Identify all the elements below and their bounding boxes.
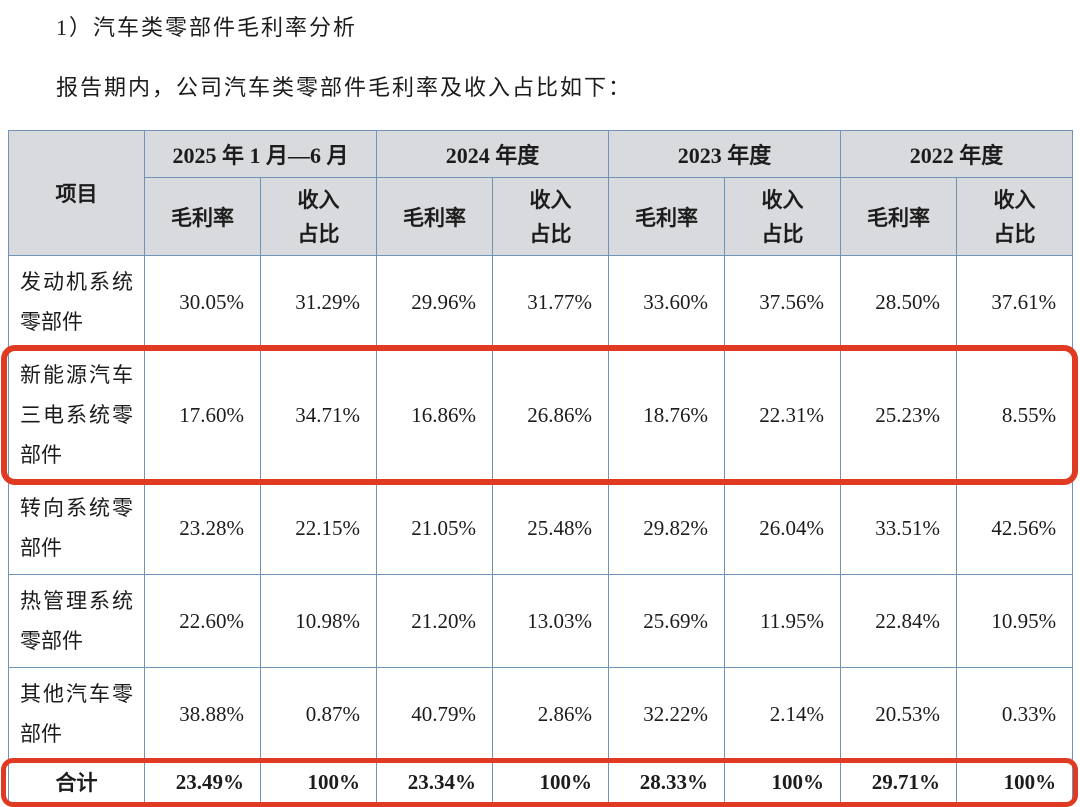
table-body: 发动机系统零部件 30.05% 31.29% 29.96% 31.77% 33.60% 37…: [8, 255, 1074, 804]
total-value-cell: 100%: [956, 760, 1074, 804]
table-header: 项目 2025 年 1 月—6 月 2024 年度 2023 年度 2022 年度 毛利率…: [8, 130, 1074, 256]
document-page: 1）汽车类零部件毛利率分析 报告期内，公司汽车类零部件毛利率及收入占比如下： 项…: [1, 15, 1078, 807]
value-cell: 11.95%: [724, 574, 842, 668]
value-cell: 30.05%: [144, 255, 261, 349]
value-cell: 2.14%: [724, 667, 842, 761]
value-cell: 26.04%: [724, 481, 842, 575]
value-cell: 10.98%: [259, 574, 378, 668]
value-cell: 13.03%: [492, 574, 610, 668]
period-header: 2023 年度: [608, 130, 842, 178]
value-cell: 22.60%: [144, 574, 261, 668]
value-cell: 21.05%: [376, 481, 494, 575]
value-cell: 2.86%: [492, 667, 610, 761]
row-label: 新能源汽车三电系统零部件: [8, 348, 145, 482]
total-value-cell: 23.49%: [144, 760, 261, 804]
total-value-cell: 100%: [259, 760, 378, 804]
revenue-share-header: 收入 占比: [724, 177, 842, 256]
row-label: 转向系统零部件: [8, 481, 145, 575]
table-row: 热管理系统零部件 22.60% 10.98% 21.20% 13.03% 25.69% 11…: [8, 574, 1074, 668]
section-title: 1）汽车类零部件毛利率分析: [56, 15, 358, 40]
period-header: 2022 年度: [840, 130, 1074, 178]
value-cell: 25.23%: [840, 348, 958, 482]
value-cell: 22.15%: [259, 481, 378, 575]
total-value-cell: 29.71%: [840, 760, 958, 804]
gross-margin-table: 项目 2025 年 1 月—6 月 2024 年度 2023 年度 2022 年度 毛利率…: [8, 130, 1074, 804]
value-cell: 29.96%: [376, 255, 494, 349]
value-cell: 18.76%: [608, 348, 726, 482]
value-cell: 38.88%: [144, 667, 261, 761]
value-cell: 16.86%: [376, 348, 494, 482]
value-cell: 17.60%: [144, 348, 261, 482]
revenue-share-header: 收入 占比: [259, 177, 378, 256]
intro-text: 报告期内，公司汽车类零部件毛利率及收入占比如下：: [56, 75, 633, 100]
value-cell: 37.61%: [956, 255, 1074, 349]
value-cell: 25.69%: [608, 574, 726, 668]
table-row: 发动机系统零部件 30.05% 31.29% 29.96% 31.77% 33.60% 37…: [8, 255, 1074, 349]
margin-header: 毛利率: [144, 177, 261, 256]
value-cell: 8.55%: [956, 348, 1074, 482]
value-cell: 34.71%: [259, 348, 378, 482]
margin-header: 毛利率: [840, 177, 958, 256]
value-cell: 40.79%: [376, 667, 494, 761]
value-cell: 23.28%: [144, 481, 261, 575]
value-cell: 33.60%: [608, 255, 726, 349]
value-cell: 21.20%: [376, 574, 494, 668]
value-cell: 28.50%: [840, 255, 958, 349]
total-value-cell: 100%: [724, 760, 842, 804]
value-cell: 0.33%: [956, 667, 1074, 761]
revenue-share-header: 收入 占比: [956, 177, 1074, 256]
value-cell: 32.22%: [608, 667, 726, 761]
row-label: 热管理系统零部件: [8, 574, 145, 668]
row-label: 发动机系统零部件: [8, 255, 145, 349]
table-row: 其他汽车零部件 38.88% 0.87% 40.79% 2.86% 32.22% 2.14%…: [8, 667, 1074, 761]
value-cell: 25.48%: [492, 481, 610, 575]
value-cell: 26.86%: [492, 348, 610, 482]
value-cell: 29.82%: [608, 481, 726, 575]
period-header: 2024 年度: [376, 130, 610, 178]
value-cell: 22.84%: [840, 574, 958, 668]
value-cell: 42.56%: [956, 481, 1074, 575]
revenue-share-header: 收入 占比: [492, 177, 610, 256]
total-value-cell: 28.33%: [608, 760, 726, 804]
table-row: 新能源汽车三电系统零部件 17.60% 34.71% 16.86% 26.86% 18.7…: [8, 348, 1074, 482]
value-cell: 20.53%: [840, 667, 958, 761]
table-row: 转向系统零部件 23.28% 22.15% 21.05% 25.48% 29.82% 26.…: [8, 481, 1074, 575]
margin-header: 毛利率: [608, 177, 726, 256]
value-cell: 0.87%: [259, 667, 378, 761]
value-cell: 22.31%: [724, 348, 842, 482]
period-header: 2025 年 1 月—6 月: [143, 130, 378, 178]
total-row: 合计 23.49% 100% 23.34% 100% 28.33% 100% 29.71% 10…: [8, 760, 1074, 804]
value-cell: 37.56%: [724, 255, 842, 349]
total-value-cell: 100%: [492, 760, 610, 804]
value-cell: 31.29%: [259, 255, 378, 349]
item-column-header: 项目: [8, 130, 145, 256]
total-value-cell: 23.34%: [376, 760, 494, 804]
margin-header: 毛利率: [376, 177, 494, 256]
total-label: 合计: [8, 760, 145, 804]
row-label: 其他汽车零部件: [8, 667, 145, 761]
value-cell: 33.51%: [840, 481, 958, 575]
value-cell: 31.77%: [492, 255, 610, 349]
value-cell: 10.95%: [956, 574, 1074, 668]
